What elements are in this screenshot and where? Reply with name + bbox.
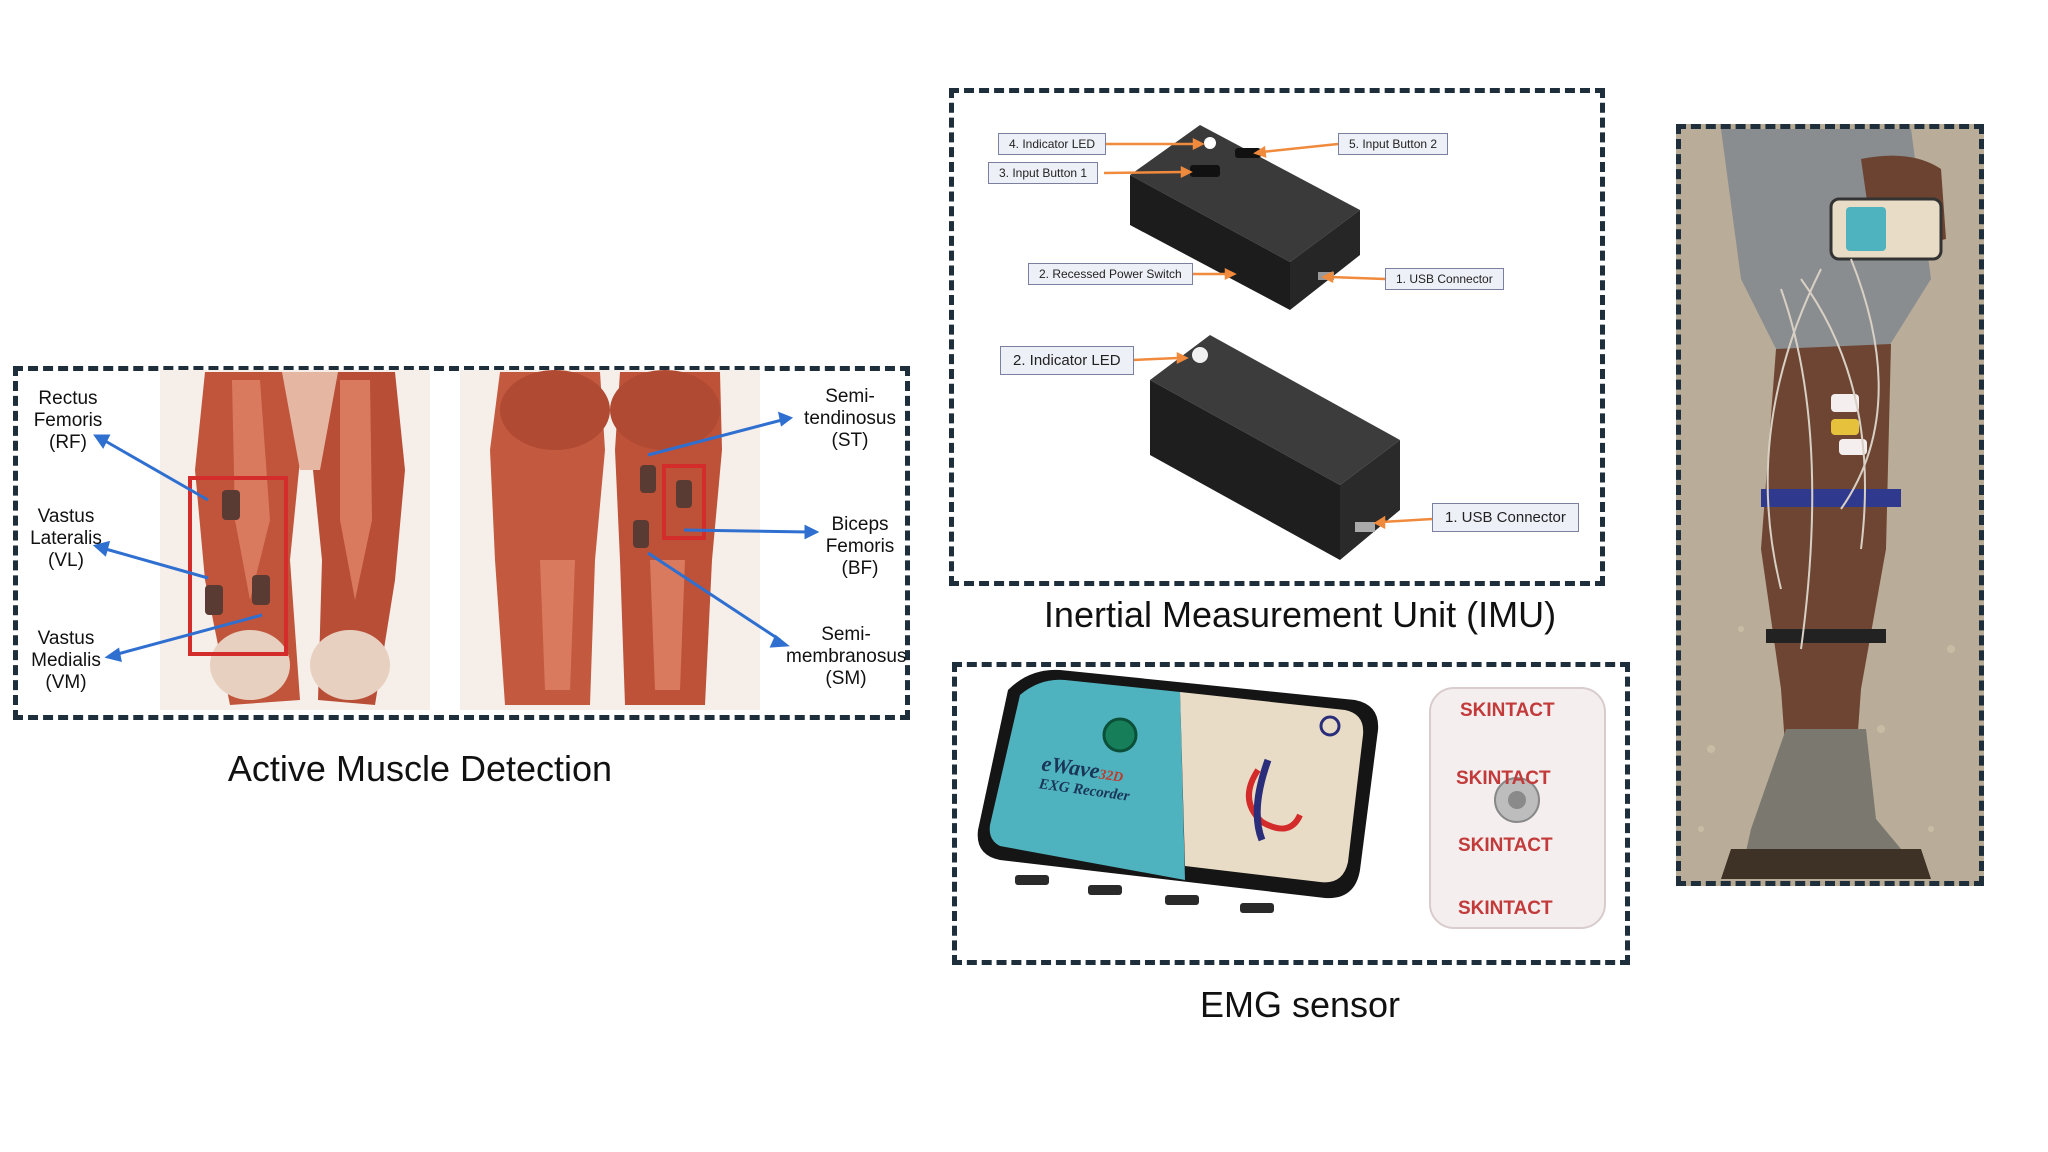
label-vastus-lateralis: Vastus Lateralis (VL) [30,506,102,571]
tag-indicator-led-bottom: 2. Indicator LED [1000,346,1134,375]
back-legs-figure [460,370,760,710]
skintact-label-2: SKINTACT [1456,768,1551,789]
imu-panel-caption: Inertial Measurement Unit (IMU) [1043,594,1557,635]
tag-usb-connector-bottom: 1. USB Connector [1432,503,1579,532]
leg [1761,344,1891,829]
sock [1741,729,1911,874]
power-button-icon [1102,717,1138,753]
front-legs-figure [160,370,430,710]
wearer-photo-illustration [1681,129,1979,881]
tag-power-switch: 2. Recessed Power Switch [1028,263,1193,285]
label-vastus-medialis: Vastus Medialis (VM) [31,628,101,693]
skintact-electrode [1429,687,1606,929]
indicator-led-dot [1204,137,1216,149]
tag-usb-connector-top: 1. USB Connector [1385,268,1504,290]
label-semimembranosus: Semi-membranosus (SM) [786,624,907,689]
skintact-label-4: SKINTACT [1458,898,1553,919]
imu-callout-arrows [1103,137,1433,530]
tag-input-button-2: 5. Input Button 2 [1338,133,1449,155]
emg-panel [952,662,1630,965]
muscle-arrows [92,411,820,663]
imu-panel [949,88,1605,586]
muscle-panel [13,366,910,720]
label-rectus-femoris: Rectus Femoris (RF) [33,388,103,453]
skintact-label-1: SKINTACT [1460,700,1555,721]
label-biceps-femoris: Biceps Femoris (BF) [825,514,895,579]
label-semitendinosus: Semi-tendinosus (ST) [804,386,896,451]
skintact-label-3: SKINTACT [1458,835,1553,856]
imu-device-bottom [1150,335,1400,560]
sandal [1721,849,1931,879]
front-highlight-box [188,476,288,656]
ewave-recorder [977,669,1379,913]
back-highlight-box [662,464,706,540]
tag-input-button-1: 3. Input Button 1 [988,162,1099,184]
ewave-model-text: 32D [1098,767,1124,786]
muscle-panel-caption: Active Muscle Detection [227,748,613,789]
tag-indicator-led-top: 4. Indicator LED [998,133,1107,155]
emg-panel-caption: EMG sensor [1199,984,1401,1025]
